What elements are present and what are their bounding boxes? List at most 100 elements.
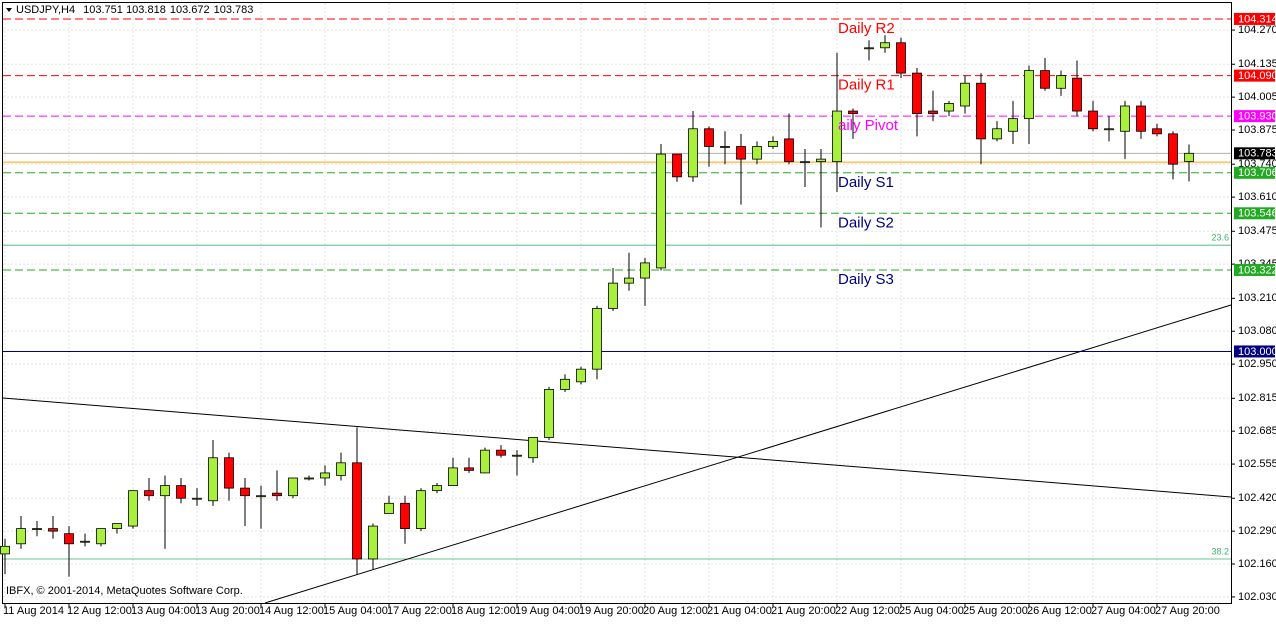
candle-body <box>208 457 218 502</box>
candle-body <box>560 378 570 390</box>
x-tick-label: 19 Aug 04:00 <box>515 605 580 617</box>
x-tick-label: 12 Aug 12:00 <box>67 605 132 617</box>
level-tag <box>1234 263 1275 276</box>
grid <box>3 3 1235 607</box>
y-tick-label: 102.555 <box>1238 458 1276 470</box>
candle-body <box>464 467 474 471</box>
candle-body <box>496 449 506 456</box>
level-price: 103.322 <box>1238 264 1276 276</box>
candle-body <box>368 525 378 560</box>
y-tick-label: 104.005 <box>1238 91 1276 103</box>
y-tick-label: 103.475 <box>1238 225 1276 237</box>
candle-body <box>864 47 874 50</box>
y-tick-label: 102.290 <box>1238 525 1276 537</box>
x-tick-label: 15 Aug 04:00 <box>323 605 388 617</box>
candle-body <box>64 533 74 545</box>
candle-body <box>96 528 106 545</box>
y-tick-label: 102.030 <box>1238 591 1276 603</box>
candle-body <box>912 72 922 114</box>
level-price: 103.000 <box>1238 346 1276 358</box>
candle-body <box>1168 133 1178 165</box>
candle-body <box>832 110 842 163</box>
level-price: 104.314 <box>1238 13 1276 25</box>
x-tick-label: 20 Aug 12:00 <box>643 605 708 617</box>
header-part: 103.751 <box>83 4 123 16</box>
level-tag <box>1234 110 1275 123</box>
x-tick-label: 25 Aug 04:00 <box>899 605 964 617</box>
candle-body <box>416 490 426 530</box>
level-name: Daily S3 <box>838 271 894 288</box>
x-tick-label: 27 Aug 20:00 <box>1155 605 1220 617</box>
x-tick-label: 14 Aug 12:00 <box>259 605 324 617</box>
level-price: 103.706 <box>1238 167 1276 179</box>
candle-body <box>16 528 26 545</box>
level-tag <box>1234 147 1275 160</box>
x-tick-label: 22 Aug 12:00 <box>835 605 900 617</box>
candle-body <box>1056 75 1066 89</box>
candle-body <box>736 146 746 160</box>
y-tick-label: 102.815 <box>1238 392 1276 404</box>
candle-body <box>848 110 858 114</box>
candle-body <box>656 153 666 269</box>
candle-body <box>1088 110 1098 130</box>
candle-body <box>304 477 314 480</box>
candle-body <box>448 467 458 486</box>
candle-body <box>112 523 122 530</box>
candle-body <box>160 485 170 497</box>
candle-body <box>320 472 330 479</box>
level-name: Daily R2 <box>838 20 895 37</box>
candle-body <box>336 462 346 476</box>
candle-body <box>1184 152 1194 162</box>
level-name: Daily S2 <box>838 214 894 231</box>
trendline <box>264 304 1232 604</box>
level-tag <box>1234 166 1275 179</box>
candle-body <box>688 128 698 178</box>
candle-body <box>672 153 682 178</box>
fib-label: 23.6 <box>1211 233 1229 243</box>
candle-body <box>768 141 778 147</box>
y-tick-label: 102.950 <box>1238 358 1276 370</box>
level-name: Daily S1 <box>838 174 894 191</box>
y-tick-label: 103.610 <box>1238 191 1276 203</box>
candle-body <box>256 495 266 498</box>
candle-body <box>32 528 42 531</box>
candle-body <box>1040 70 1050 89</box>
candle-body <box>272 492 282 497</box>
candle-body <box>224 457 234 489</box>
header: USDJPY,H4 103.751 103.818 103.672 103.783 <box>16 4 253 16</box>
header-part: 103.783 <box>214 4 254 16</box>
candle-body <box>592 308 602 370</box>
level-price: 103.546 <box>1238 208 1276 220</box>
candle-body <box>48 528 58 532</box>
candle-body <box>288 477 298 497</box>
y-tick-label: 102.420 <box>1238 492 1276 504</box>
level-name: Daily R1 <box>838 77 895 94</box>
candle-body <box>192 497 202 500</box>
menu-arrow <box>6 8 12 12</box>
y-tick-label: 102.685 <box>1238 425 1276 437</box>
x-tick-label: 11 Aug 2014 <box>3 605 64 617</box>
candle-body <box>0 545 10 555</box>
x-tick-label: 19 Aug 20:00 <box>579 605 644 617</box>
candle-body <box>992 128 1002 140</box>
candle-body <box>640 262 650 279</box>
level-tag <box>1234 69 1275 82</box>
candle-body <box>1136 105 1146 132</box>
level-tag <box>1234 207 1275 220</box>
header-part: USDJPY,H4 <box>16 4 75 16</box>
header-part: 103.818 <box>126 4 166 16</box>
candle-body <box>624 277 634 284</box>
candle-body <box>704 128 714 147</box>
candle-body <box>880 42 890 49</box>
candle-body <box>1104 128 1114 131</box>
candle-body <box>384 502 394 514</box>
candle-body <box>576 368 586 383</box>
candle-body <box>1120 105 1130 132</box>
y-tick-label: 103.210 <box>1238 292 1276 304</box>
candle-body <box>944 103 954 112</box>
y-tick-label: 104.135 <box>1238 58 1276 70</box>
trendline <box>2 397 1232 498</box>
candle-body <box>1152 128 1162 135</box>
candle-body <box>960 82 970 107</box>
